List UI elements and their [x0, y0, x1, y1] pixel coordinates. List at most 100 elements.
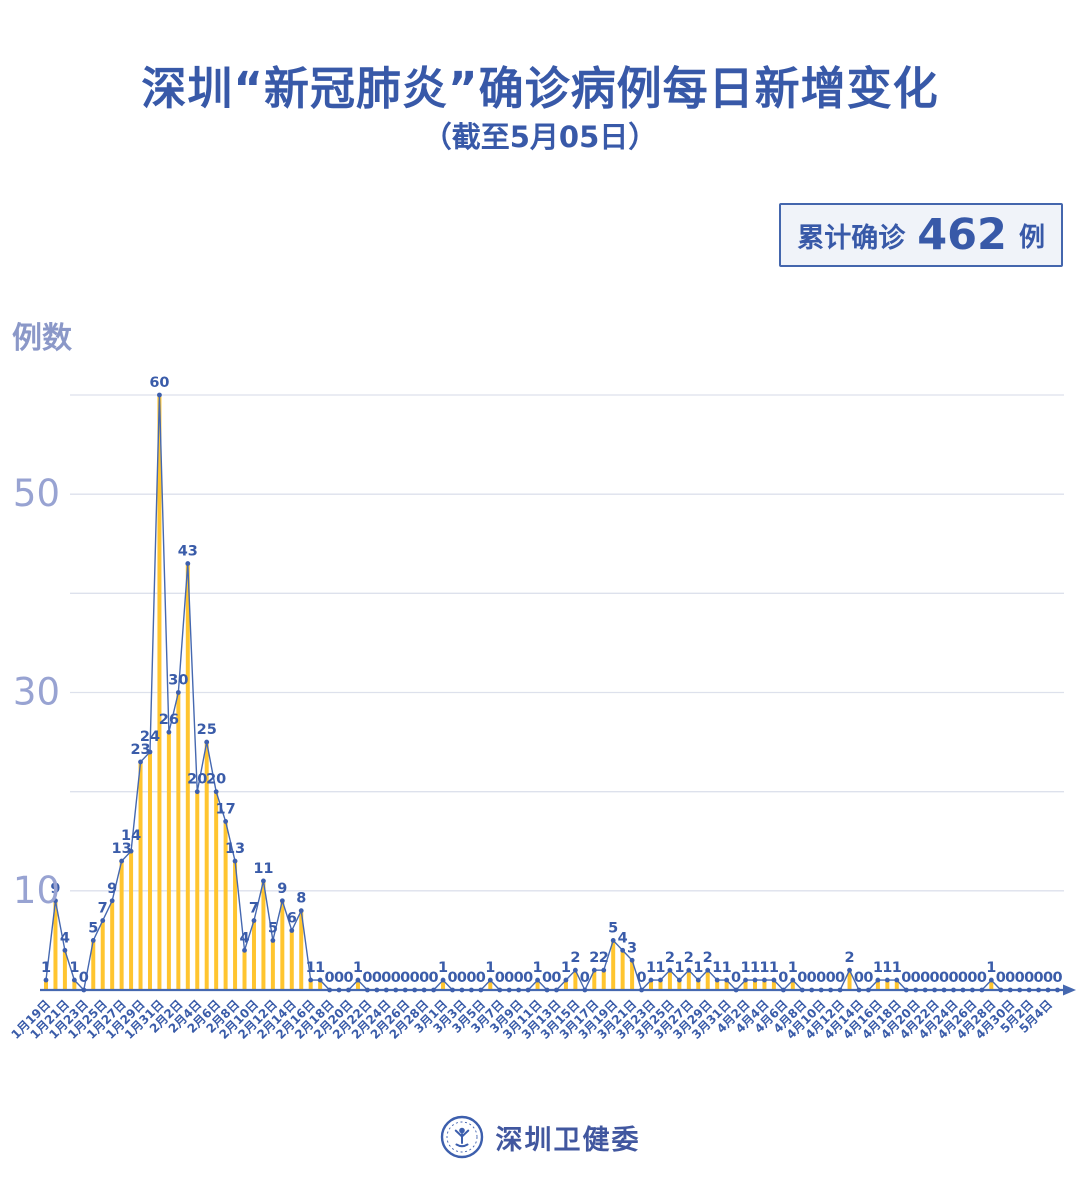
data-point — [601, 967, 607, 973]
data-point — [412, 987, 418, 993]
value-label: 0 — [429, 970, 439, 986]
daily-new-cases-chart: 1941057913142324602630432025201713471159… — [9, 375, 1076, 1042]
data-point — [620, 947, 626, 953]
data-point — [147, 749, 153, 755]
value-label: 0 — [476, 970, 486, 986]
bar — [147, 752, 152, 990]
value-label: 1 — [693, 960, 703, 976]
value-label: 0 — [400, 970, 410, 986]
value-label: 0 — [977, 970, 987, 986]
data-point — [658, 977, 663, 983]
value-label: 0 — [797, 970, 807, 986]
value-label: 0 — [1034, 970, 1044, 986]
bars — [44, 395, 994, 990]
bar — [743, 980, 748, 990]
bar — [592, 970, 597, 990]
value-label: 0 — [466, 970, 476, 986]
y-tick-label: 30 — [13, 671, 60, 714]
bar — [204, 742, 209, 990]
value-label: 4 — [618, 930, 628, 946]
value-label: 3 — [627, 940, 637, 956]
value-label: 1 — [674, 960, 684, 976]
bar — [658, 980, 663, 990]
value-labels: 1941057913142324602630432025201713471159… — [41, 375, 1063, 986]
data-point — [1017, 987, 1023, 993]
data-point — [185, 561, 191, 566]
data-point — [374, 987, 380, 993]
data-point — [355, 977, 361, 983]
bar — [894, 980, 899, 990]
data-point — [100, 918, 106, 923]
value-label: 0 — [826, 970, 836, 986]
value-label: 1 — [485, 960, 495, 976]
data-point — [866, 987, 871, 993]
value-label: 20 — [206, 772, 226, 788]
value-label: 0 — [835, 970, 845, 986]
data-point — [733, 987, 739, 993]
bar — [696, 980, 701, 990]
value-label: 0 — [996, 970, 1006, 986]
bar — [53, 900, 58, 990]
value-label: 0 — [419, 970, 429, 986]
bar — [630, 960, 635, 990]
data-point — [752, 977, 758, 983]
data-point — [90, 938, 96, 943]
points — [43, 392, 1060, 993]
data-point — [383, 987, 389, 993]
value-label: 9 — [107, 881, 117, 897]
bar — [488, 980, 493, 990]
data-point — [714, 977, 720, 983]
bar — [157, 395, 162, 990]
value-label: 13 — [225, 841, 245, 857]
bar — [715, 980, 720, 990]
data-point — [478, 987, 484, 993]
bar — [176, 692, 181, 990]
value-label: 1 — [561, 960, 571, 976]
data-point — [516, 987, 522, 993]
bar — [138, 761, 143, 990]
bar — [611, 940, 616, 990]
data-point — [289, 928, 295, 933]
data-point — [175, 690, 181, 695]
data-point — [487, 977, 493, 983]
data-point — [979, 987, 985, 993]
data-point — [809, 987, 815, 993]
data-point — [336, 987, 342, 993]
data-point — [799, 987, 805, 993]
data-point — [676, 977, 682, 983]
value-label: 4 — [239, 930, 249, 946]
value-label: 1 — [353, 960, 363, 976]
value-label: 1 — [722, 960, 732, 976]
bar — [62, 950, 67, 990]
data-point — [667, 967, 673, 973]
value-label: 1 — [759, 960, 769, 976]
data-point — [128, 848, 134, 854]
value-label: 0 — [958, 970, 968, 986]
x-axis — [40, 984, 1076, 996]
value-label: 1 — [873, 960, 883, 976]
value-label: 11 — [253, 861, 273, 877]
data-point — [525, 987, 531, 993]
bar — [885, 980, 890, 990]
data-point — [951, 987, 956, 993]
value-label: 1 — [788, 960, 798, 976]
bar — [441, 980, 446, 990]
data-point — [686, 967, 692, 973]
data-point — [790, 977, 796, 983]
value-label: 2 — [599, 950, 609, 966]
badge-prefix-label: 累计确诊 — [797, 222, 906, 254]
value-label: 2 — [703, 950, 713, 966]
data-point — [941, 987, 947, 993]
value-label: 0 — [731, 970, 741, 986]
data-point — [535, 977, 540, 983]
value-label: 2 — [589, 950, 599, 966]
x-axis-labels: 1月19日1月21日1月23日1月25日1月27日1月29日1月31日2月2日2… — [9, 997, 1056, 1042]
value-label: 0 — [447, 970, 457, 986]
value-label: 0 — [495, 970, 505, 986]
value-label: 0 — [551, 970, 561, 986]
footer-logo-text: 深圳卫健委 — [495, 1124, 641, 1156]
value-label: 1 — [646, 960, 656, 976]
bar — [535, 980, 540, 990]
bar — [280, 900, 285, 990]
bar — [790, 980, 795, 990]
